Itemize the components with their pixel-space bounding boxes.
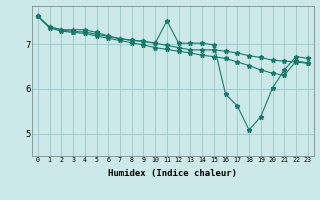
X-axis label: Humidex (Indice chaleur): Humidex (Indice chaleur) <box>108 169 237 178</box>
